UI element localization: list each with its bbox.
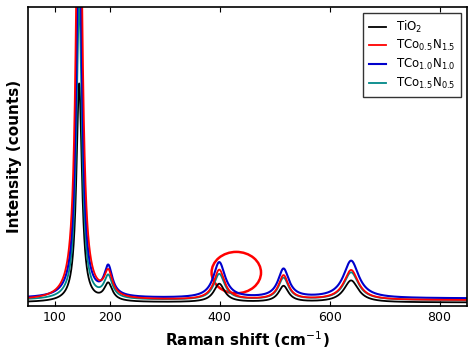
TiO$_2$ bbox=[105, 281, 110, 285]
TCo$_{1.5}$N$_{0.5}$ bbox=[76, 0, 82, 2]
TiO$_2$ bbox=[353, 283, 358, 287]
TiO$_2$ bbox=[310, 298, 316, 303]
Line: TiO$_2$: TiO$_2$ bbox=[27, 84, 467, 302]
TCo$_{1.5}$N$_{0.5}$ bbox=[464, 298, 470, 302]
TCo$_{0.5}$N$_{1.5}$ bbox=[105, 267, 110, 271]
TCo$_{1.0}$N$_{1.0}$ bbox=[386, 294, 392, 298]
TiO$_2$ bbox=[76, 81, 82, 86]
TCo$_{1.0}$N$_{1.0}$ bbox=[288, 283, 294, 287]
TCo$_{1.5}$N$_{0.5}$ bbox=[386, 296, 392, 301]
TCo$_{1.5}$N$_{0.5}$ bbox=[288, 289, 294, 293]
Y-axis label: Intensity (counts): Intensity (counts) bbox=[7, 80, 22, 233]
TCo$_{1.0}$N$_{1.0}$ bbox=[193, 293, 199, 297]
Line: TCo$_{0.5}$N$_{1.5}$: TCo$_{0.5}$N$_{1.5}$ bbox=[27, 0, 467, 300]
Line: TCo$_{1.0}$N$_{1.0}$: TCo$_{1.0}$N$_{1.0}$ bbox=[27, 0, 467, 298]
TCo$_{1.5}$N$_{0.5}$ bbox=[105, 273, 110, 277]
TCo$_{0.5}$N$_{1.5}$ bbox=[464, 298, 470, 302]
TiO$_2$ bbox=[25, 300, 30, 304]
TCo$_{0.5}$N$_{1.5}$ bbox=[386, 296, 392, 301]
TCo$_{1.0}$N$_{1.0}$ bbox=[310, 292, 316, 297]
Line: TCo$_{1.5}$N$_{0.5}$: TCo$_{1.5}$N$_{0.5}$ bbox=[27, 0, 467, 300]
TCo$_{0.5}$N$_{1.5}$ bbox=[25, 296, 30, 300]
X-axis label: Raman shift (cm$^{-1}$): Raman shift (cm$^{-1}$) bbox=[165, 330, 329, 350]
TCo$_{0.5}$N$_{1.5}$ bbox=[310, 295, 316, 300]
TiO$_2$ bbox=[288, 293, 294, 298]
TCo$_{1.5}$N$_{0.5}$ bbox=[310, 296, 316, 300]
TCo$_{0.5}$N$_{1.5}$ bbox=[193, 295, 199, 300]
TCo$_{1.5}$N$_{0.5}$ bbox=[353, 276, 358, 280]
TCo$_{1.0}$N$_{1.0}$ bbox=[105, 263, 110, 267]
TCo$_{1.5}$N$_{0.5}$ bbox=[193, 296, 199, 300]
TCo$_{0.5}$N$_{1.5}$ bbox=[288, 288, 294, 292]
TCo$_{1.5}$N$_{0.5}$ bbox=[25, 297, 30, 301]
TiO$_2$ bbox=[464, 300, 470, 305]
Legend: TiO$_2$, TCo$_{0.5}$N$_{1.5}$, TCo$_{1.0}$N$_{1.0}$, TCo$_{1.5}$N$_{0.5}$: TiO$_2$, TCo$_{0.5}$N$_{1.5}$, TCo$_{1.0… bbox=[363, 13, 461, 97]
TiO$_2$ bbox=[386, 299, 392, 303]
TCo$_{1.0}$N$_{1.0}$ bbox=[464, 296, 470, 300]
TCo$_{1.0}$N$_{1.0}$ bbox=[25, 295, 30, 299]
TCo$_{1.0}$N$_{1.0}$ bbox=[353, 266, 358, 270]
TCo$_{0.5}$N$_{1.5}$ bbox=[353, 274, 358, 278]
TiO$_2$ bbox=[193, 299, 199, 303]
